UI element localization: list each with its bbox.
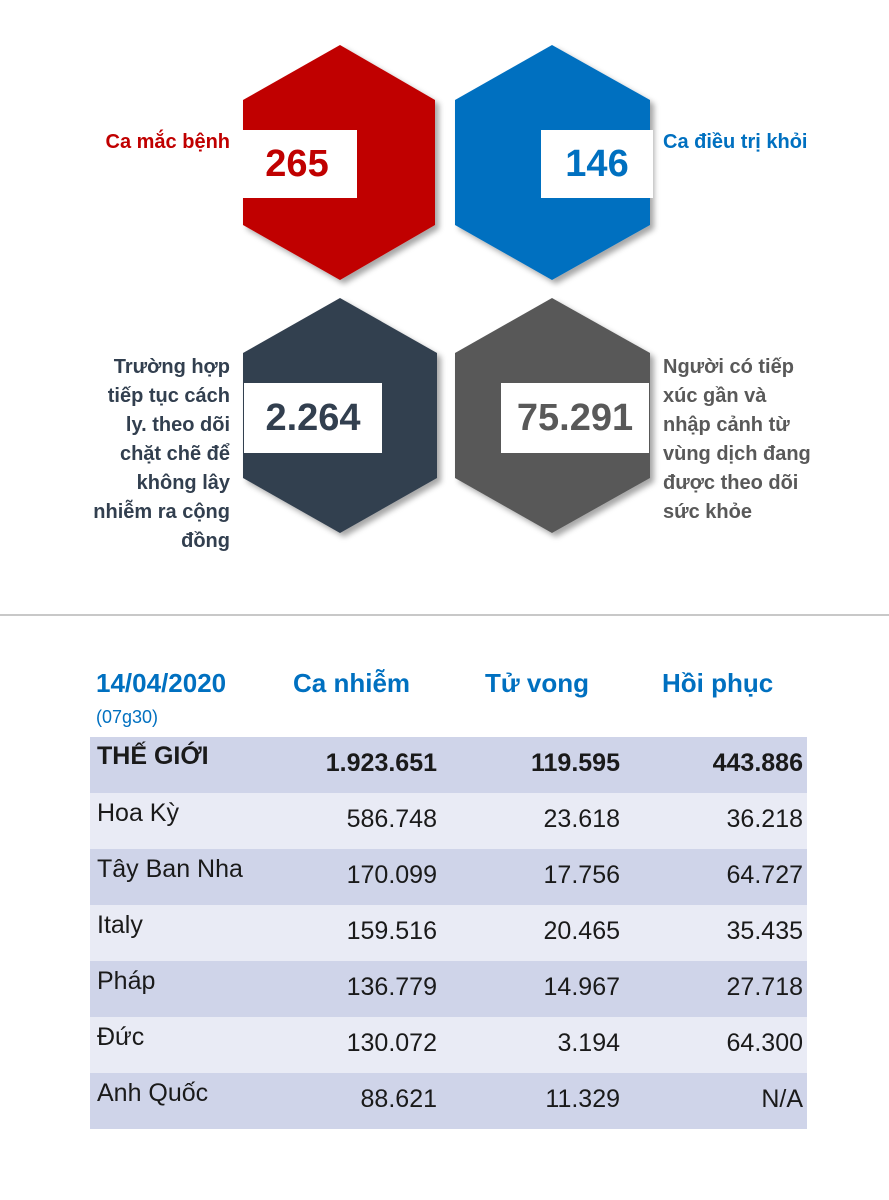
cases-cell: 130.072 [346, 1029, 437, 1057]
monitored-value: 75.291 [501, 383, 649, 453]
cases-cell: 1.923.651 [325, 749, 437, 777]
recovered-cell: 36.218 [726, 805, 803, 833]
monitored-label: Người có tiếp xúc gần và nhập cảnh từ vù… [663, 353, 811, 527]
cases-value: 265 [237, 130, 357, 198]
country-name: THẾ GIỚI [97, 742, 209, 770]
stats-table: THẾ GIỚI 1.923.651 119.595 443.886 Hoa K… [90, 737, 807, 1129]
header-deaths: Tử vong [485, 668, 590, 698]
isolated-label-line: tiếp tục cách [107, 385, 230, 407]
recovered-cell: 443.886 [712, 749, 803, 777]
recovered-cell: 35.435 [726, 917, 803, 945]
isolated-label-line: không lây [136, 472, 230, 494]
cases-cell: 586.748 [346, 805, 437, 833]
recovered-cell: 64.300 [726, 1029, 803, 1057]
deaths-cell: 23.618 [543, 805, 620, 833]
monitored-label-line: nhập cảnh từ [663, 414, 790, 436]
table-row: Tây Ban Nha 170.099 17.756 64.727 [90, 849, 807, 905]
table-row: Đức 130.072 3.194 64.300 [90, 1017, 807, 1073]
recovered-cell: 64.727 [726, 861, 803, 889]
country-name: Đức [97, 1023, 145, 1051]
table-row: Hoa Kỳ 586.748 23.618 36.218 [90, 793, 807, 849]
deaths-cell: 14.967 [543, 973, 620, 1001]
country-name: Tây Ban Nha [97, 855, 243, 883]
table-row: Anh Quốc 88.621 11.329 N/A [90, 1073, 807, 1129]
table-row-world: THẾ GIỚI 1.923.651 119.595 443.886 [90, 737, 807, 793]
table-time: (07g30) [96, 707, 159, 727]
recovered-cell: N/A [761, 1085, 803, 1113]
header-recovered: Hồi phục [662, 668, 774, 698]
country-name: Hoa Kỳ [97, 799, 179, 827]
isolated-label-line: nhiễm ra cộng [93, 501, 230, 523]
recovered-cell: 27.718 [726, 973, 803, 1001]
isolated-label: Trường hợp tiếp tục cách ly. theo dõi ch… [93, 353, 230, 556]
recovered-value: 146 [541, 130, 653, 198]
isolated-label-line: Trường hợp [113, 356, 230, 378]
isolated-label-line: ly. theo dõi [125, 414, 230, 436]
cases-cell: 136.779 [346, 973, 437, 1001]
country-name: Anh Quốc [97, 1079, 209, 1107]
country-name: Italy [97, 911, 143, 939]
deaths-cell: 119.595 [531, 749, 620, 777]
deaths-cell: 20.465 [543, 917, 620, 945]
monitored-label-line: Người có tiếp [663, 356, 794, 378]
table-row: Pháp 136.779 14.967 27.718 [90, 961, 807, 1017]
cases-cell: 170.099 [346, 861, 437, 889]
deaths-cell: 17.756 [543, 861, 620, 889]
country-name: Pháp [97, 967, 156, 995]
deaths-cell: 11.329 [545, 1085, 620, 1113]
isolated-label-line: đồng [181, 530, 230, 552]
isolated-value: 2.264 [244, 383, 382, 453]
recovered-label: Ca điều trị khỏi [663, 131, 808, 153]
monitored-label-line: được theo dõi [663, 472, 799, 494]
monitored-label-line: xúc gần và [663, 385, 767, 407]
table-date: 14/04/2020 [96, 668, 227, 698]
monitored-label-line: vùng dịch đang [663, 443, 811, 465]
cases-cell: 159.516 [346, 917, 437, 945]
cases-cell: 88.621 [360, 1085, 437, 1113]
cases-label: Ca mắc bệnh [105, 131, 230, 153]
monitored-label-line: sức khỏe [663, 501, 752, 523]
table-row: Italy 159.516 20.465 35.435 [90, 905, 807, 961]
isolated-label-line: chặt chẽ để [119, 443, 230, 465]
section-divider [0, 614, 889, 616]
header-cases: Ca nhiễm [293, 668, 411, 698]
deaths-cell: 3.194 [557, 1029, 620, 1057]
